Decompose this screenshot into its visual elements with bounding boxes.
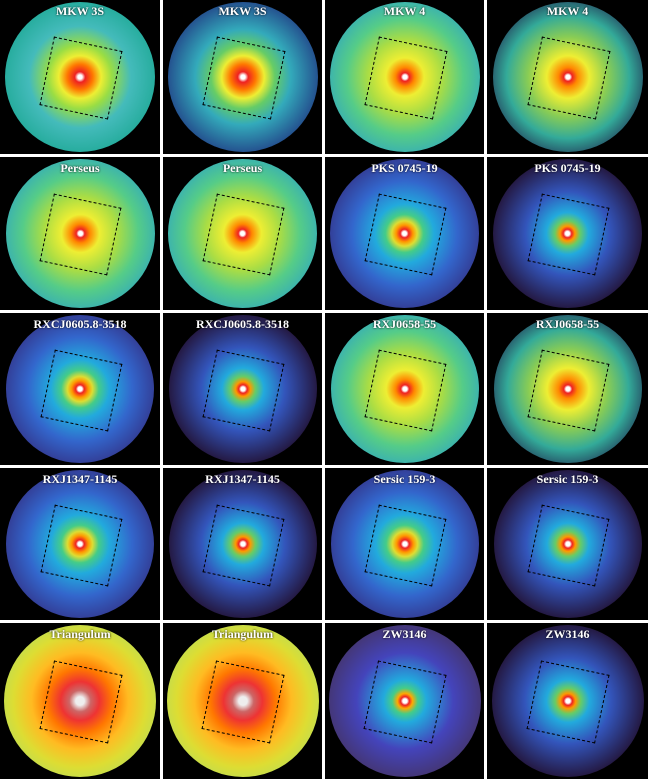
panel-label: RXJ0658-55 (372, 317, 437, 331)
image-panel: ZW3146 (325, 623, 484, 779)
cluster-image (491, 625, 644, 777)
image-panel: RXJ1347-1145 (0, 468, 160, 620)
image-panel: RXCJ0605.8-3518 (0, 313, 160, 465)
cluster-image (168, 159, 317, 308)
field-outline (202, 193, 285, 276)
cluster-image (330, 315, 479, 463)
cluster-image (4, 625, 156, 777)
field-outline (364, 193, 447, 276)
cluster-image (330, 470, 479, 618)
image-panel: Triangulum (163, 623, 322, 779)
cluster-image (493, 159, 642, 308)
cluster-image (6, 470, 154, 618)
panel-label: Triangulum (49, 627, 111, 641)
cluster-image (168, 315, 317, 463)
panel-label: PKS 0745-19 (371, 161, 438, 175)
panel-label: RXJ1347-1145 (42, 472, 118, 486)
cluster-image (5, 2, 155, 152)
field-outline (40, 193, 122, 276)
panel-label: PKS 0745-19 (534, 161, 601, 175)
cluster-image (492, 2, 643, 152)
image-panel: PKS 0745-19 (487, 157, 648, 310)
image-panel: RXJ1347-1145 (163, 468, 322, 620)
field-outline (527, 504, 610, 586)
field-outline (527, 349, 610, 431)
panel-label: MKW 4 (546, 4, 589, 18)
field-outline (202, 36, 285, 120)
panel-label: ZW3146 (382, 627, 427, 641)
image-panel: Perseus (163, 157, 322, 310)
image-panel: Triangulum (0, 623, 160, 779)
cluster-image (5, 159, 155, 308)
image-panel: MKW 3S (0, 0, 160, 154)
field-outline (364, 349, 447, 431)
field-outline (201, 660, 286, 744)
image-panel: RXJ0658-55 (325, 313, 484, 465)
cluster-image (493, 315, 642, 463)
cluster-image (6, 315, 154, 463)
field-outline (40, 349, 122, 431)
field-outline (364, 504, 447, 586)
panel-label: Perseus (222, 161, 263, 175)
image-panel: Sersic 159-3 (325, 468, 484, 620)
panel-label: RXJ1347-1145 (205, 472, 280, 486)
panel-label: ZW3146 (545, 627, 590, 641)
panel-label: MKW 4 (383, 4, 426, 18)
image-panel: MKW 4 (325, 0, 484, 154)
field-outline (39, 36, 123, 120)
cluster-image (166, 625, 319, 777)
panel-label: RXJ0658-55 (535, 317, 600, 331)
cluster-image (168, 470, 317, 618)
image-panel: MKW 3S (163, 0, 322, 154)
field-outline (40, 504, 122, 586)
panel-label: Perseus (60, 161, 100, 175)
field-outline (364, 36, 447, 120)
panel-label: RXCJ0605.8-3518 (196, 317, 289, 331)
panel-label: Sersic 159-3 (373, 472, 436, 486)
field-outline (202, 349, 285, 431)
field-outline (527, 36, 610, 120)
panel-label: MKW 3S (55, 4, 105, 18)
image-panel: Sersic 159-3 (487, 468, 648, 620)
field-outline (526, 660, 611, 744)
field-outline (363, 660, 448, 744)
field-outline (39, 660, 123, 744)
field-outline (202, 504, 285, 586)
cluster-image (328, 625, 481, 777)
image-panel: MKW 4 (487, 0, 648, 154)
panel-label: RXCJ0605.8-3518 (33, 317, 127, 331)
image-panel: RXJ0658-55 (487, 313, 648, 465)
cluster-image (330, 159, 479, 308)
image-panel: PKS 0745-19 (325, 157, 484, 310)
field-outline (527, 193, 610, 276)
image-panel: ZW3146 (487, 623, 648, 779)
cluster-image (329, 2, 480, 152)
cluster-image (493, 470, 642, 618)
cluster-image (167, 2, 318, 152)
image-panel: Perseus (0, 157, 160, 310)
panel-label: Triangulum (211, 627, 274, 641)
image-panel: RXCJ0605.8-3518 (163, 313, 322, 465)
panel-label: MKW 3S (218, 4, 267, 18)
panel-label: Sersic 159-3 (536, 472, 599, 486)
